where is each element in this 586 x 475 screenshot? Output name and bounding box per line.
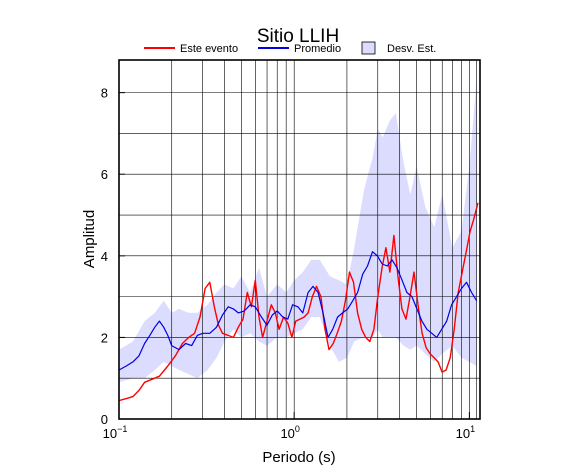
grid bbox=[119, 60, 480, 419]
x-tick-label: 100 bbox=[280, 424, 299, 441]
y-tick-label: 8 bbox=[101, 86, 108, 101]
legend-label: Desv. Est. bbox=[387, 43, 436, 55]
plot-frame bbox=[118, 59, 481, 420]
plot-frame-border bbox=[118, 59, 481, 420]
legend-label: Este evento bbox=[180, 43, 238, 55]
legend: Este evento Promedio Desv. Est. bbox=[144, 41, 436, 55]
y-tick-label: 4 bbox=[101, 249, 108, 264]
x-axis-title: Periodo (s) bbox=[262, 449, 335, 466]
chart-title: Sitio LLIH bbox=[257, 26, 339, 47]
x-tick-labels: 10−1 100 101 bbox=[103, 424, 475, 441]
y-axis-title: Amplitud bbox=[81, 210, 98, 268]
x-tick-label: 101 bbox=[456, 424, 475, 441]
std-dev-band-layer bbox=[119, 80, 477, 383]
y-tick-label: 0 bbox=[101, 412, 108, 427]
y-tick-labels: 0 2 4 6 8 bbox=[101, 86, 108, 427]
series-line-promedio bbox=[119, 251, 478, 371]
legend-label: Promedio bbox=[294, 43, 341, 55]
y-tick-label: 6 bbox=[101, 167, 108, 182]
x-tick-label: 10−1 bbox=[103, 424, 128, 441]
series-line-este-evento bbox=[119, 202, 479, 402]
series-layer bbox=[119, 202, 479, 402]
std-dev-band bbox=[119, 80, 477, 383]
legend-swatch-box bbox=[361, 41, 376, 55]
y-tick-label: 2 bbox=[101, 330, 108, 345]
